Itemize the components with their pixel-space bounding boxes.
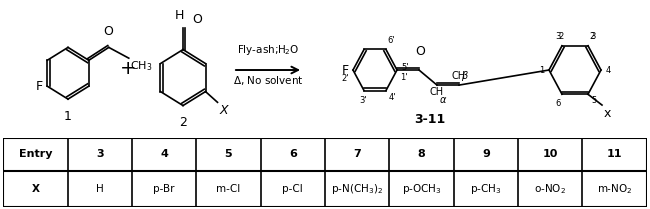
- Text: p-Br: p-Br: [153, 184, 175, 194]
- Text: CH: CH: [430, 87, 444, 97]
- Text: 10: 10: [543, 149, 558, 159]
- Text: m-NO$_2$: m-NO$_2$: [597, 182, 632, 196]
- Text: CH: CH: [452, 71, 466, 81]
- Text: $\beta$: $\beta$: [461, 69, 469, 83]
- Text: 1': 1': [400, 73, 408, 82]
- Text: 5: 5: [225, 149, 232, 159]
- Text: 4': 4': [389, 93, 396, 102]
- Text: x: x: [604, 107, 612, 120]
- Text: F: F: [342, 64, 349, 76]
- Text: 5: 5: [591, 96, 596, 105]
- Text: +: +: [120, 59, 136, 78]
- Text: o-NO$_2$: o-NO$_2$: [534, 182, 566, 196]
- Text: 8: 8: [418, 149, 425, 159]
- Text: O: O: [415, 45, 425, 58]
- Text: 2: 2: [589, 32, 594, 41]
- Text: 4: 4: [160, 149, 168, 159]
- Text: Fly-ash;H$_2$O: Fly-ash;H$_2$O: [237, 43, 299, 57]
- Text: 2': 2': [341, 74, 349, 83]
- Text: H: H: [96, 184, 103, 194]
- Text: 2: 2: [179, 116, 187, 129]
- Text: 3: 3: [590, 32, 595, 41]
- Text: F: F: [36, 80, 43, 93]
- Text: 3: 3: [96, 149, 103, 159]
- Text: 5': 5': [401, 63, 408, 72]
- Text: p-N(CH$_3$)$_2$: p-N(CH$_3$)$_2$: [331, 182, 384, 196]
- Text: 3': 3': [359, 96, 367, 105]
- Text: p-Cl: p-Cl: [283, 184, 303, 194]
- Text: CH$_3$: CH$_3$: [130, 59, 152, 73]
- Text: m-Cl: m-Cl: [216, 184, 240, 194]
- Text: 6: 6: [289, 149, 297, 159]
- Text: 1: 1: [539, 65, 544, 75]
- Text: X: X: [220, 104, 228, 117]
- Text: O: O: [103, 25, 112, 38]
- Text: 3-11: 3-11: [415, 113, 446, 126]
- Text: 6: 6: [556, 99, 561, 108]
- Text: 7: 7: [354, 149, 361, 159]
- Text: Entry: Entry: [19, 149, 52, 159]
- Text: H: H: [174, 9, 184, 22]
- Text: $\Delta$, No solvent: $\Delta$, No solvent: [233, 74, 304, 87]
- Text: p-CH$_3$: p-CH$_3$: [470, 182, 502, 196]
- Text: 2: 2: [558, 32, 564, 41]
- Text: 1: 1: [64, 110, 72, 123]
- Text: 4: 4: [606, 65, 611, 75]
- Text: 9: 9: [482, 149, 490, 159]
- Text: $\alpha$: $\alpha$: [439, 95, 447, 105]
- Text: 3: 3: [556, 32, 561, 41]
- Text: O: O: [192, 13, 202, 26]
- Text: X: X: [31, 184, 40, 194]
- Text: p-OCH$_3$: p-OCH$_3$: [402, 182, 441, 196]
- Text: 6': 6': [387, 36, 395, 45]
- Text: 11: 11: [607, 149, 622, 159]
